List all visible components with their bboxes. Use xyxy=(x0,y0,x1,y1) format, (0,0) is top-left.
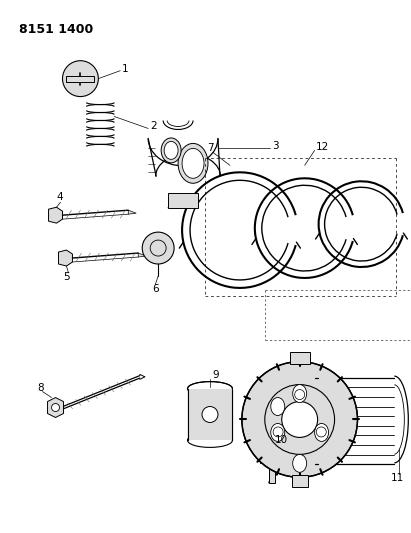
Circle shape xyxy=(265,385,335,454)
Circle shape xyxy=(51,403,60,411)
Text: 7: 7 xyxy=(207,143,214,154)
Text: 11: 11 xyxy=(390,473,404,483)
Bar xyxy=(67,76,95,82)
Text: 2: 2 xyxy=(150,122,157,132)
Polygon shape xyxy=(48,398,63,417)
Bar xyxy=(260,455,284,463)
Circle shape xyxy=(202,407,218,423)
Circle shape xyxy=(273,427,283,437)
Text: 4: 4 xyxy=(56,192,63,202)
Ellipse shape xyxy=(293,385,307,402)
Text: 1: 1 xyxy=(122,63,129,74)
Bar xyxy=(292,475,308,487)
Text: 8151 1400: 8151 1400 xyxy=(18,23,93,36)
Ellipse shape xyxy=(178,143,208,183)
Circle shape xyxy=(316,427,326,437)
Circle shape xyxy=(242,362,358,477)
Bar xyxy=(168,193,198,208)
Circle shape xyxy=(295,390,305,400)
Text: 5: 5 xyxy=(63,272,70,282)
Polygon shape xyxy=(138,253,146,257)
Ellipse shape xyxy=(161,138,181,163)
Ellipse shape xyxy=(271,423,285,441)
Polygon shape xyxy=(48,207,62,223)
Circle shape xyxy=(142,232,174,264)
Text: 10: 10 xyxy=(275,435,288,446)
Polygon shape xyxy=(58,250,72,266)
Ellipse shape xyxy=(182,148,204,179)
Circle shape xyxy=(282,401,318,438)
Ellipse shape xyxy=(315,423,328,441)
Ellipse shape xyxy=(293,454,307,472)
Bar xyxy=(290,352,309,364)
Ellipse shape xyxy=(271,398,285,416)
Text: 3: 3 xyxy=(272,141,278,151)
Text: 9: 9 xyxy=(212,369,219,379)
Text: 6: 6 xyxy=(152,284,159,294)
Bar xyxy=(188,389,233,440)
Ellipse shape xyxy=(164,141,178,159)
Circle shape xyxy=(62,61,98,96)
Text: 12: 12 xyxy=(316,142,329,152)
Bar xyxy=(269,463,275,483)
Polygon shape xyxy=(128,210,136,214)
Circle shape xyxy=(150,240,166,256)
Text: 8: 8 xyxy=(37,383,44,393)
